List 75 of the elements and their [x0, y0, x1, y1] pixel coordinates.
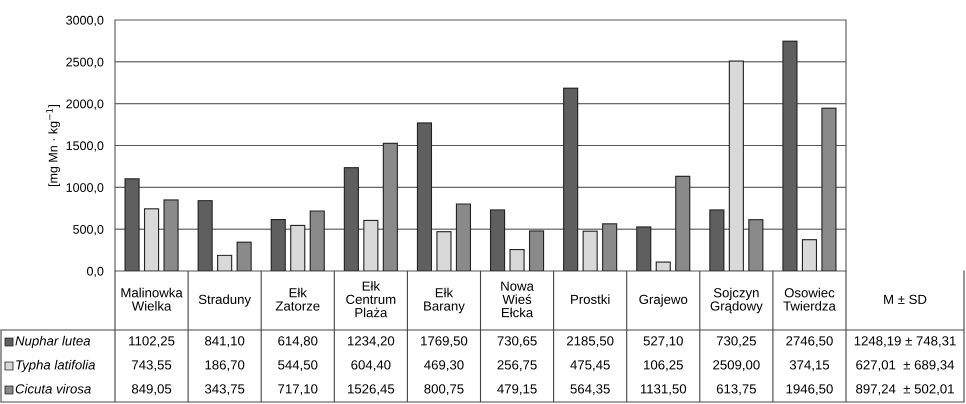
bar — [236, 242, 252, 271]
bar — [217, 254, 232, 271]
data-label: 2185,50 — [566, 336, 614, 348]
legend-label: Nuphar lutea — [15, 336, 90, 348]
x-tick-label: Ełk Centrum Plaża — [346, 281, 396, 318]
bar — [656, 262, 671, 271]
y-tick-label: 1500,0 — [66, 141, 104, 152]
data-label: 475,45 — [570, 360, 610, 372]
x-tick-label: Grajewo — [639, 294, 688, 307]
data-label: 527,10 — [644, 336, 683, 348]
bar — [728, 60, 744, 271]
y-tick-label: 2000,0 — [66, 99, 104, 110]
data-label: 479,15 — [497, 384, 537, 396]
x-tick-label: Sojczyn Grądowy — [710, 288, 763, 314]
data-label: 2509,00 — [713, 360, 760, 372]
bar — [456, 203, 472, 271]
data-label: 1102,25 — [129, 336, 174, 348]
bar — [144, 208, 160, 271]
data-label: 2746,50 — [786, 336, 833, 348]
y-tick-label: 0,0 — [87, 266, 104, 278]
x-tick-label: Straduny — [198, 294, 252, 307]
x-tick-label: Ełk Zatorze — [276, 288, 320, 311]
x-tick-label: M ± SD — [884, 294, 926, 304]
data-label: 564,35 — [570, 384, 610, 396]
data-label: 604,40 — [351, 360, 391, 372]
bar — [582, 230, 598, 271]
bar — [382, 142, 398, 271]
data-label: 186,70 — [205, 360, 244, 372]
bar — [310, 210, 325, 271]
text: 897,24 ± 502,01 — [856, 384, 954, 396]
data-label: 1946,50 — [786, 384, 833, 396]
bar — [675, 176, 690, 271]
data-label: 841,10 — [205, 336, 244, 348]
y-tick-label: 500,0 — [73, 224, 104, 236]
bar — [821, 108, 837, 271]
x-tick-label: Malinowka Wielka — [121, 288, 183, 311]
data-label: 730,65 — [498, 336, 537, 348]
y-tick-label: 3000,0 — [66, 16, 104, 26]
data-label: 717,10 — [278, 384, 318, 396]
legend-label: Typha latifolia — [16, 360, 95, 372]
data-label: 374,15 — [790, 360, 830, 372]
data-label: 730,25 — [716, 336, 756, 348]
x-tick-label: Prostki — [571, 294, 610, 304]
bar — [602, 223, 618, 271]
bar — [509, 248, 525, 271]
data-label: 849,05 — [132, 384, 172, 396]
x-tick-label: Ełk Barany — [424, 288, 465, 314]
data-label: 106,25 — [644, 360, 683, 372]
bar — [163, 199, 179, 271]
x-tick-label: Osowiec Twierdza — [783, 288, 836, 311]
data-label: 1234,20 — [348, 336, 394, 348]
bar — [802, 239, 818, 271]
text: 1248,19 ± 748,31 — [854, 336, 956, 348]
bar — [290, 224, 306, 271]
bar — [363, 220, 378, 271]
text: 627,01 ± 689,34 — [856, 360, 954, 372]
data-label: 614,80 — [278, 336, 318, 348]
data-label: 256,75 — [498, 360, 537, 372]
y-tick-label: 1000,0 — [66, 183, 104, 194]
data-label: 1526,45 — [348, 384, 394, 396]
data-label: 743,55 — [132, 360, 172, 372]
y-tick-label: 2500,0 — [66, 58, 104, 68]
data-label: 544,50 — [278, 360, 318, 372]
data-label: 1769,50 — [421, 336, 468, 348]
data-label: 343,75 — [204, 384, 244, 396]
x-tick-label: Nowa Wieś Ełcka — [501, 282, 534, 318]
data-label: 469,30 — [424, 360, 464, 372]
data-label: 1131,50 — [640, 384, 686, 396]
y-axis-title: [mg Mn · kg$^{−1}$] — [46, 105, 60, 186]
bar — [436, 231, 452, 271]
bar — [528, 230, 544, 271]
data-label: 613,75 — [716, 384, 756, 396]
data-label: 800,75 — [424, 384, 464, 396]
bar — [748, 219, 764, 271]
legend-label: Cicuta virosa — [16, 384, 91, 394]
